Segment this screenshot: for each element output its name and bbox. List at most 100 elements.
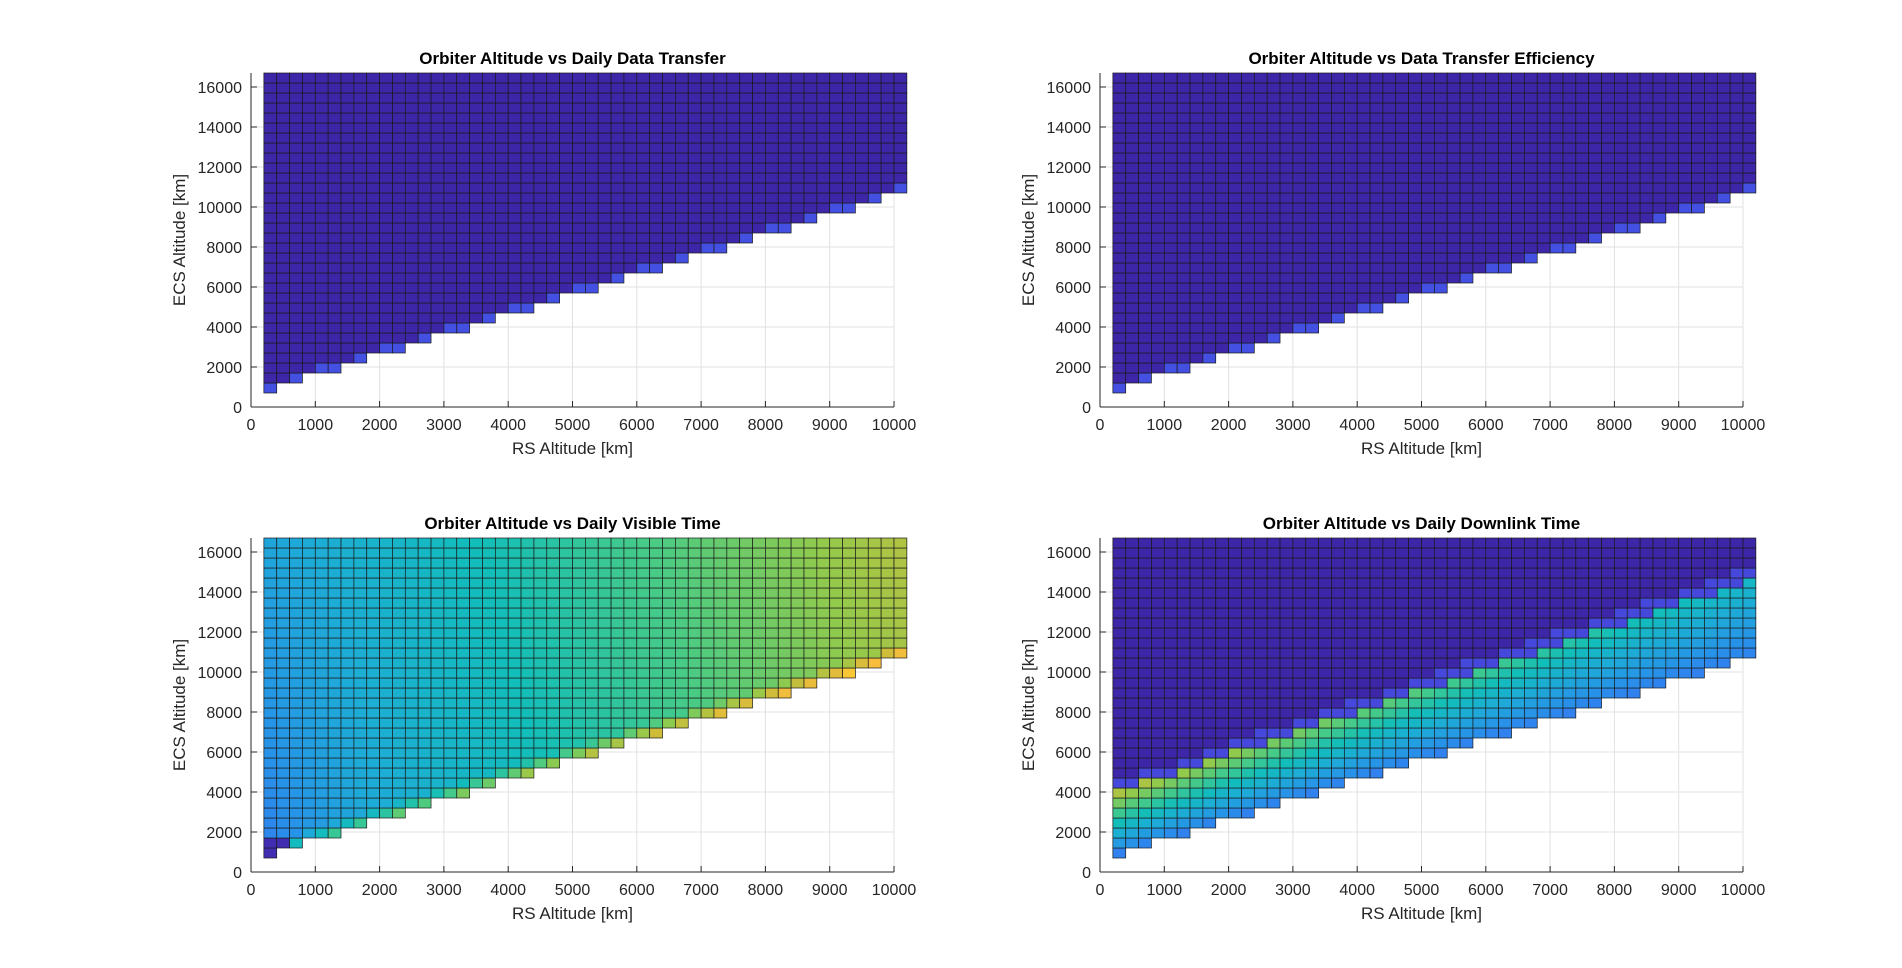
heatmap-cell (1176, 252, 1191, 264)
heatmap-cell (520, 567, 535, 579)
heatmap-cell (1369, 767, 1384, 779)
heatmap-cell (430, 202, 445, 214)
heatmap-cell (1356, 607, 1371, 619)
heatmap-cell (1151, 242, 1165, 254)
heatmap-cell (417, 182, 432, 194)
heatmap-cell (456, 617, 470, 629)
heatmap-cell (1202, 557, 1217, 569)
heatmap-cell (404, 152, 419, 164)
heatmap-cell (1665, 72, 1680, 84)
heatmap-cell (1125, 647, 1139, 659)
heatmap-cell (1549, 567, 1564, 579)
heatmap-cell (1639, 607, 1654, 619)
heatmap-cell (546, 152, 560, 164)
heatmap-cell (1652, 132, 1667, 144)
heatmap-cell (1665, 102, 1680, 114)
heatmap-cell (1279, 607, 1294, 619)
heatmap-cell (494, 637, 509, 649)
heatmap-cell (327, 152, 342, 164)
heatmap-cell (1343, 252, 1358, 264)
heatmap-cell (662, 152, 676, 164)
heatmap-cell (340, 212, 355, 224)
heatmap-cell (713, 597, 728, 609)
heatmap-cell (1511, 252, 1525, 264)
heatmap-cell (1472, 212, 1487, 224)
heatmap-cell (1228, 142, 1242, 154)
heatmap-cell (1575, 687, 1590, 699)
heatmap-cell (1485, 232, 1500, 244)
heatmap-cell (404, 647, 419, 659)
heatmap-cell (289, 797, 303, 809)
heatmap-cell (610, 262, 625, 274)
heatmap-cell (1356, 587, 1371, 599)
heatmap-cell (494, 222, 509, 234)
heatmap-cell (1253, 547, 1268, 559)
heatmap-cell (1729, 182, 1744, 194)
heatmap-cell (1446, 707, 1461, 719)
heatmap-cell (1704, 607, 1718, 619)
heatmap-cell (636, 262, 651, 274)
heatmap-cell (1614, 617, 1628, 629)
heatmap-cell (1459, 132, 1474, 144)
heatmap-cell (404, 192, 419, 204)
heatmap-cell (1343, 727, 1358, 739)
heatmap-cell (1305, 72, 1319, 84)
heatmap-cell (327, 222, 342, 234)
x-tick-label: 2000 (1211, 417, 1247, 434)
heatmap-cell (1138, 577, 1152, 589)
heatmap-cell (713, 607, 728, 619)
heatmap-cell (842, 607, 856, 619)
heatmap-cell (366, 152, 380, 164)
heatmap-cell (1266, 797, 1281, 809)
heatmap-cell (1472, 597, 1487, 609)
heatmap-cell (533, 192, 548, 204)
heatmap-cell (700, 697, 715, 709)
y-tick-label: 4000 (206, 320, 242, 337)
heatmap-cell (302, 222, 316, 234)
heatmap-cell (379, 707, 393, 719)
heatmap-cell (1189, 162, 1204, 174)
heatmap-cell (675, 162, 689, 174)
heatmap-cell (1356, 92, 1371, 104)
y-tick-label: 2000 (206, 825, 242, 842)
heatmap-cell (366, 172, 380, 184)
heatmap-cell (533, 757, 548, 769)
heatmap-cell (1536, 707, 1551, 719)
heatmap-cell (559, 647, 573, 659)
heatmap-cell (1472, 607, 1487, 619)
heatmap-cell (263, 382, 278, 394)
heatmap-cell (623, 687, 638, 699)
heatmap-cell (1279, 192, 1294, 204)
heatmap-cell (276, 787, 290, 799)
heatmap-cell (1704, 102, 1718, 114)
heatmap-cell (572, 737, 586, 749)
heatmap-cell (1331, 162, 1345, 174)
heatmap-cell (1472, 617, 1487, 629)
heatmap-cell (1202, 787, 1217, 799)
heatmap-cell (1189, 192, 1204, 204)
heatmap-cell (1691, 202, 1705, 214)
heatmap-cell (1716, 627, 1731, 639)
heatmap-cell (494, 302, 509, 314)
heatmap-cell (1614, 142, 1628, 154)
heatmap-cell (1125, 557, 1139, 569)
heatmap-cell (263, 827, 278, 839)
heatmap-cell (1614, 212, 1628, 224)
heatmap-cell (765, 687, 779, 699)
heatmap-cell (289, 697, 303, 709)
heatmap-cell (456, 242, 470, 254)
heatmap-cell (379, 152, 393, 164)
heatmap-cell (1446, 607, 1461, 619)
heatmap-cell (1536, 212, 1551, 224)
y-tick-label: 8000 (1055, 240, 1091, 257)
heatmap-cell (1459, 192, 1474, 204)
heatmap-cell (366, 707, 380, 719)
heatmap-cell (1549, 122, 1564, 134)
heatmap-cell (314, 807, 329, 819)
heatmap-cell (263, 717, 278, 729)
heatmap-cell (1639, 587, 1654, 599)
heatmap-cell (867, 182, 882, 194)
heatmap-cell (1446, 557, 1461, 569)
heatmap-cell (417, 122, 432, 134)
heatmap-cell (1241, 637, 1255, 649)
